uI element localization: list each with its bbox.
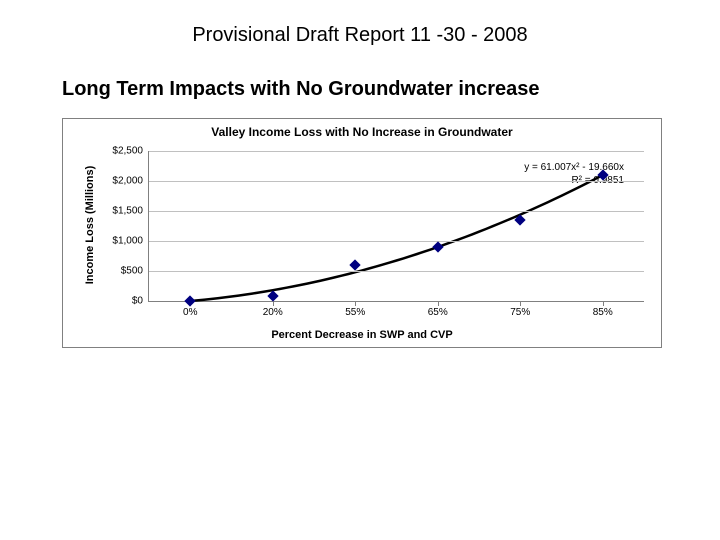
document-header: Provisional Draft Report 11 -30 - 2008 xyxy=(0,24,720,47)
gridline-h xyxy=(149,181,644,182)
y-tick-label: $2,000 xyxy=(112,176,143,187)
section-title: Long Term Impacts with No Groundwater in… xyxy=(62,78,540,101)
x-tick xyxy=(438,301,439,306)
equation-line-1: y = 61.007x² - 19.660x xyxy=(524,161,624,174)
x-tick xyxy=(355,301,356,306)
y-tick-label: $2,500 xyxy=(112,146,143,157)
trendline xyxy=(190,175,603,301)
y-axis-label-wrap: Income Loss (Millions) xyxy=(73,119,93,347)
x-tick xyxy=(603,301,604,306)
y-tick-label: $500 xyxy=(121,266,143,277)
x-tick-label: 65% xyxy=(428,307,448,318)
x-tick-label: 55% xyxy=(345,307,365,318)
gridline-h xyxy=(149,211,644,212)
x-tick-label: 20% xyxy=(263,307,283,318)
gridline-h xyxy=(149,151,644,152)
x-tick xyxy=(520,301,521,306)
x-tick-label: 85% xyxy=(593,307,613,318)
trendline-equation: y = 61.007x² - 19.660x R² = 0.9851 xyxy=(524,161,624,187)
gridline-h xyxy=(149,271,644,272)
x-tick-label: 0% xyxy=(183,307,197,318)
chart-title: Valley Income Loss with No Increase in G… xyxy=(63,125,661,139)
y-tick-label: $1,500 xyxy=(112,206,143,217)
y-tick-label: $1,000 xyxy=(112,236,143,247)
plot-area: y = 61.007x² - 19.660x R² = 0.9851 $0$50… xyxy=(148,151,644,302)
chart-container: Valley Income Loss with No Increase in G… xyxy=(62,118,662,348)
y-axis-label: Income Loss (Millions) xyxy=(84,160,96,290)
y-tick-label: $0 xyxy=(132,296,143,307)
x-tick-label: 75% xyxy=(510,307,530,318)
x-axis-label: Percent Decrease in SWP and CVP xyxy=(63,329,661,341)
gridline-h xyxy=(149,241,644,242)
